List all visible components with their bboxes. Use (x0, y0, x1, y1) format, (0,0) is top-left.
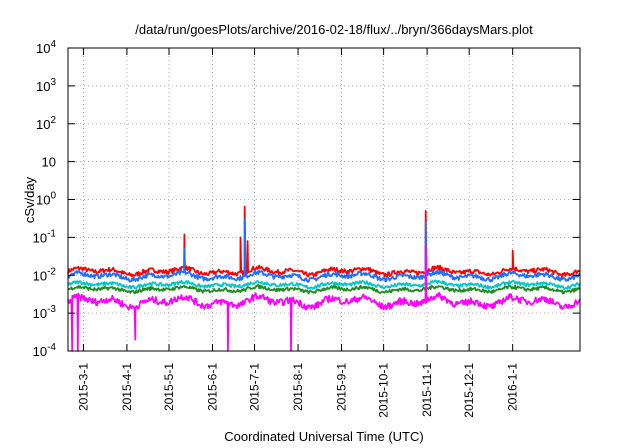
series-line (67, 279, 581, 290)
series-group (67, 205, 581, 352)
y-tick-label: 10-3 (33, 304, 57, 321)
y-axis-label: cSv/day (22, 176, 37, 223)
y-tick-label: 102 (36, 115, 56, 132)
x-tick-label: 2015-6-1 (205, 363, 219, 411)
x-tick-label: 2015-7-1 (248, 363, 262, 411)
x-tick-label: 2015-5-1 (162, 363, 176, 411)
x-tick-label: 2015-8-1 (291, 363, 305, 411)
x-tick-label: 2015-10-1 (377, 363, 391, 418)
y-tick-label: 10-4 (33, 342, 57, 359)
series-line (67, 244, 581, 352)
grid (68, 48, 580, 351)
y-tick-label: 100 (36, 191, 56, 208)
series-line (67, 284, 581, 295)
y-tick-label: 10 (42, 155, 56, 170)
series-line (67, 218, 581, 283)
series-line (67, 205, 581, 278)
chart-title: /data/run/goesPlots/archive/2016-02-18/f… (135, 22, 533, 37)
y-tick-label: 10-1 (33, 228, 57, 245)
x-tick-label: 2015-12-1 (462, 363, 476, 418)
x-tick-label: 2015-3-1 (76, 363, 90, 411)
x-tick-label: 2015-11-1 (420, 363, 434, 417)
y-tick-label: 10-2 (33, 266, 57, 283)
x-tick-label: 2016-1-1 (506, 363, 520, 411)
x-tick-label: 2015-9-1 (335, 363, 349, 411)
x-tick-label: 2015-4-1 (120, 363, 134, 411)
axis-ticks: 10-4 10-3 10-2 10-1 100 10 102 103 104 2015-3-1 20… (33, 39, 580, 418)
y-tick-label: 103 (36, 77, 56, 94)
y-tick-label: 104 (36, 39, 56, 56)
x-axis-label: Coordinated Universal Time (UTC) (224, 429, 423, 444)
